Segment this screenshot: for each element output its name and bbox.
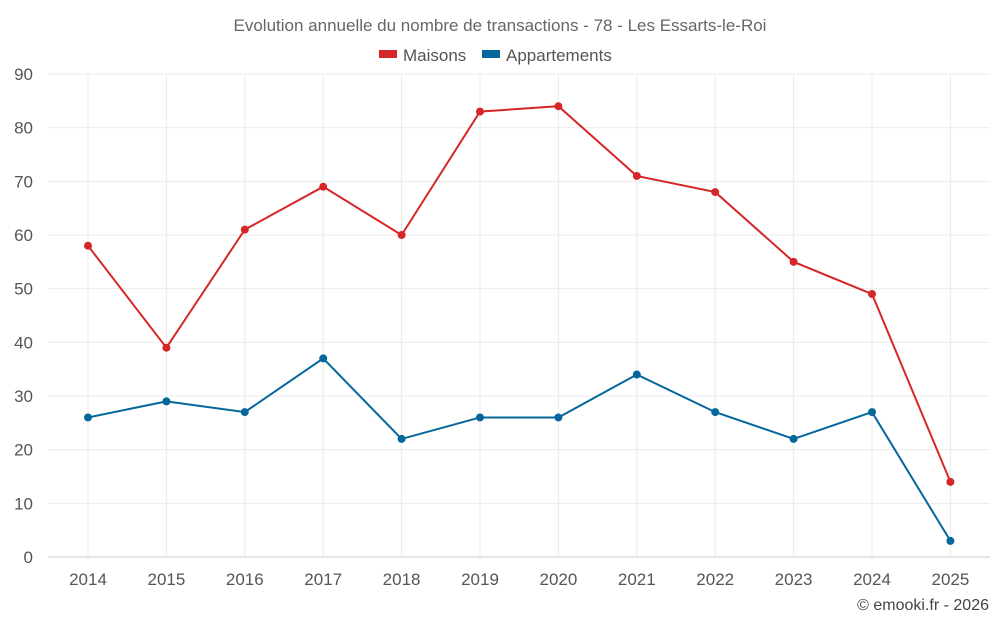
y-tick-label: 80: [14, 119, 33, 138]
y-tick-label: 40: [14, 333, 33, 352]
y-tick-label: 10: [14, 494, 33, 513]
data-point-maisons: [162, 343, 171, 352]
data-point-appartements: [554, 413, 563, 422]
data-point-appartements: [868, 408, 876, 417]
data-point-maisons: [632, 171, 641, 180]
x-tick-label: 2023: [775, 570, 813, 589]
data-point-appartements: [711, 408, 720, 417]
data-point-maisons: [240, 225, 249, 234]
y-tick-label: 60: [14, 226, 33, 245]
legend-label-appartements: Appartements: [506, 46, 612, 65]
legend-swatch-appartements: [482, 50, 500, 58]
x-tick-label: 2014: [69, 570, 107, 589]
data-point-appartements: [397, 434, 406, 443]
x-tick-label: 2019: [461, 570, 499, 589]
gridlines: [48, 73, 990, 557]
data-point-maisons: [789, 257, 798, 266]
credit-text: © emooki.fr - 2026: [857, 597, 989, 614]
legend: Maisons Appartements: [379, 46, 612, 65]
data-point-appartements: [789, 434, 798, 443]
legend-swatch-maisons: [379, 50, 397, 58]
x-axis-ticks: 2014 2015 2016 2017 2018 2019 2020 2021 2022 2023…: [69, 570, 969, 589]
y-tick-label: 20: [14, 441, 33, 460]
x-tick-label: 2024: [853, 570, 891, 589]
x-tick-label: 2018: [383, 570, 421, 589]
series-line-appartements: [87, 357, 952, 542]
y-axis-ticks: 0 10 20 30 40 50 60 70 80 90: [14, 65, 33, 567]
y-tick-label: 0: [24, 548, 33, 567]
x-tick-label: 2022: [696, 570, 734, 589]
data-point-appartements: [162, 397, 171, 406]
x-tick-label: 2015: [147, 570, 185, 589]
legend-label-maisons: Maisons: [403, 46, 466, 65]
data-point-maisons: [319, 182, 328, 191]
chart-title: Evolution annuelle du nombre de transact…: [234, 16, 767, 35]
data-point-maisons: [84, 241, 92, 250]
data-point-maisons: [711, 188, 720, 197]
data-point-appartements: [632, 370, 641, 379]
data-point-maisons: [554, 102, 563, 111]
x-tick-label: 2017: [304, 570, 342, 589]
x-tick-label: 2016: [226, 570, 264, 589]
y-tick-label: 90: [14, 65, 33, 84]
data-point-appartements: [240, 408, 249, 417]
y-tick-label: 50: [14, 280, 33, 299]
y-tick-label: 30: [14, 387, 33, 406]
x-tick-label: 2021: [618, 570, 656, 589]
data-point-maisons: [476, 107, 484, 116]
data-point-maisons: [397, 231, 406, 239]
series: [84, 102, 955, 545]
series-line-maisons: [87, 105, 952, 483]
data-point-appartements: [476, 413, 484, 422]
data-point-maisons: [946, 477, 955, 486]
x-tick-label: 2025: [931, 570, 969, 589]
data-point-appartements: [319, 354, 328, 363]
y-tick-label: 70: [14, 172, 33, 191]
data-point-appartements: [946, 536, 955, 545]
data-point-maisons: [868, 290, 876, 299]
x-tick-label: 2020: [539, 570, 577, 589]
data-point-appartements: [84, 413, 92, 422]
